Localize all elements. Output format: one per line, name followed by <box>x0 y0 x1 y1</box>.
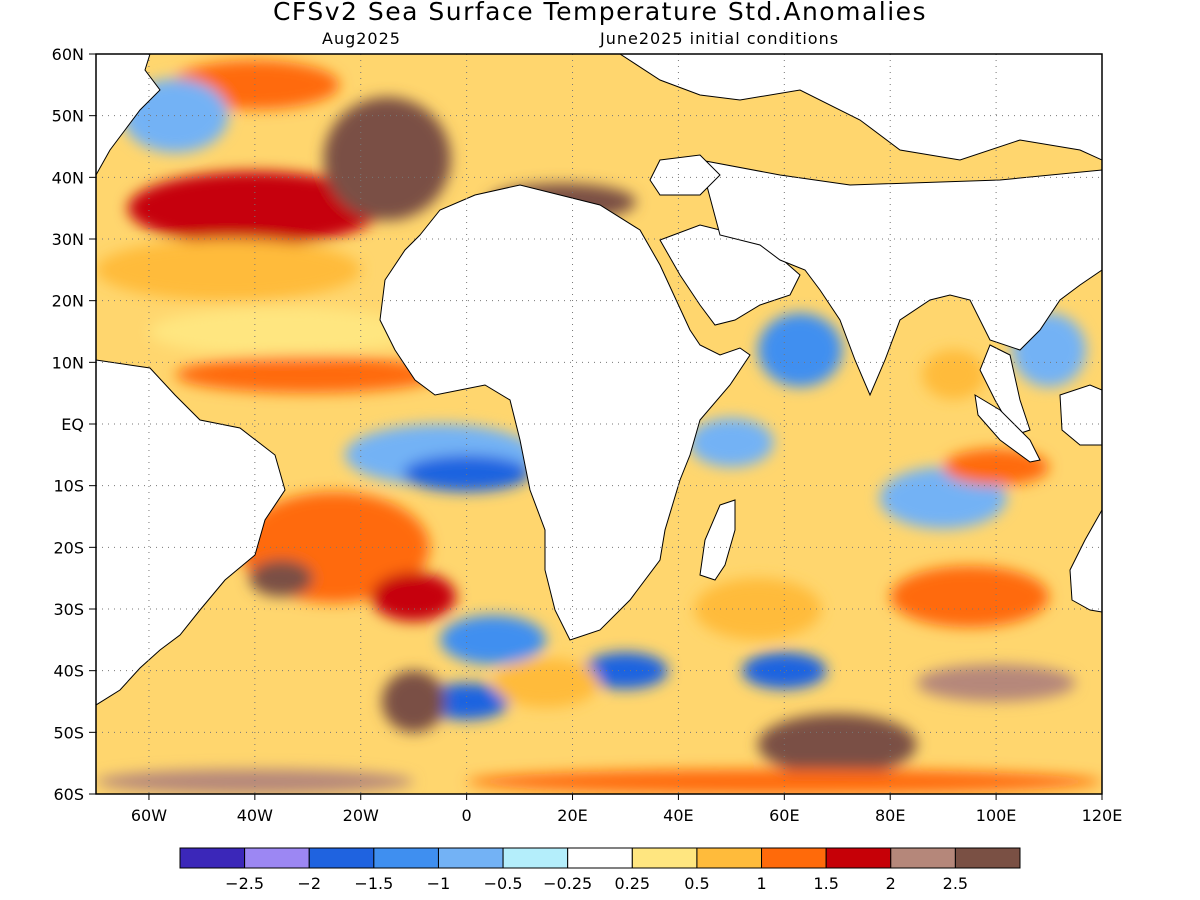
anomaly-patch <box>583 652 668 690</box>
latitude-axis: 60N 50N 40N 30N 20N 10N EQ 10S 20S 30S 40S 50S 60S <box>52 45 96 804</box>
lat-tick-label: 10N <box>52 353 84 372</box>
land-sumatra <box>974 394 1041 463</box>
colorbar-label: 1 <box>756 874 766 893</box>
colorbar-label: −1 <box>427 874 451 893</box>
lon-tick-label: 120E <box>1082 806 1123 825</box>
anomaly-patch <box>943 448 1050 486</box>
lon-tick-label: 60W <box>131 806 167 825</box>
lat-tick-label: 30N <box>52 230 84 249</box>
anomaly-patch <box>96 769 414 794</box>
lat-tick-label: EQ <box>61 415 84 434</box>
lon-tick-label: 40W <box>237 806 273 825</box>
colorbar-label: −1.5 <box>354 874 393 893</box>
anomaly-patch <box>381 670 446 733</box>
colorbar-swatch <box>890 847 956 869</box>
anomaly-patch <box>493 658 599 708</box>
colorbar-swatch <box>954 847 1021 869</box>
lon-tick-label: 100E <box>976 806 1017 825</box>
lat-tick-label: 20S <box>53 538 84 557</box>
lat-tick-label: 60S <box>53 785 84 804</box>
anomaly-patch <box>127 171 382 246</box>
anomaly-patch <box>371 572 457 622</box>
longitude-axis: 60W 40W 20W 0 20E 40E 60E 80E 100E 120E <box>131 794 1122 825</box>
colorbar-swatch <box>308 847 375 869</box>
colorbar-label: 2 <box>886 874 896 893</box>
land-australia <box>1069 508 1102 613</box>
lat-tick-label: 30S <box>53 600 84 619</box>
lat-tick-label: 40N <box>52 168 84 187</box>
colorbar-label: 0.5 <box>684 874 709 893</box>
anomaly-patch <box>890 565 1050 628</box>
land-europe <box>450 54 1102 161</box>
lat-tick-label: 50S <box>53 723 84 742</box>
colorbar-label: −2.5 <box>225 874 264 893</box>
anomaly-patch <box>424 683 509 720</box>
anomaly-patch <box>916 664 1076 702</box>
land-mideast <box>649 154 721 196</box>
colorbar-swatch <box>761 847 827 869</box>
forecast-month: Aug2025 <box>322 29 401 48</box>
lon-tick-label: 40E <box>663 806 693 825</box>
anomaly-patch <box>249 559 314 597</box>
colorbar: −2.5 −2 −1.5 −1 −0.5 −0.25 0.25 0.5 1 1.5 2 2.5 <box>179 847 1021 893</box>
colorbar-label: −2 <box>297 874 321 893</box>
anomaly-patch <box>757 313 843 387</box>
lon-tick-label: 80E <box>875 806 905 825</box>
lon-tick-label: 20E <box>557 806 587 825</box>
land-africa <box>379 184 751 641</box>
anomaly-patch <box>921 350 986 400</box>
lat-tick-label: 50N <box>52 107 84 126</box>
colorbar-swatch <box>567 847 633 869</box>
land-masses <box>96 54 1102 706</box>
anomaly-patch <box>175 356 441 394</box>
colorbar-swatch <box>696 847 763 869</box>
initial-conditions: June2025 initial conditions <box>600 29 840 48</box>
land-north-america <box>96 54 161 177</box>
anomaly-patch <box>694 578 822 640</box>
anomaly-patch <box>466 769 1102 794</box>
lon-tick-label: 20W <box>343 806 379 825</box>
anomaly-patch <box>323 97 451 221</box>
lat-tick-label: 40S <box>53 662 84 681</box>
land-borneo <box>1059 384 1102 446</box>
colorbar-label: 0.25 <box>614 874 650 893</box>
lat-tick-label: 20N <box>52 292 84 311</box>
colorbar-swatch <box>437 847 504 869</box>
anomaly-patch <box>148 306 414 357</box>
colorbar-label: 1.5 <box>813 874 838 893</box>
chart-title: CFSv2 Sea Surface Temperature Std.Anomal… <box>272 0 928 26</box>
colorbar-swatch <box>502 847 569 869</box>
colorbar-label: −0.25 <box>543 874 592 893</box>
anomaly-patch <box>689 417 774 468</box>
colorbar-swatch <box>373 847 439 869</box>
land-south-america <box>96 359 286 706</box>
colorbar-swatch <box>244 847 310 869</box>
colorbar-swatch <box>179 847 246 869</box>
anomaly-patch <box>757 713 917 776</box>
colorbar-swatch <box>631 847 698 869</box>
land-madagascar <box>699 499 736 581</box>
colorbar-label: 2.5 <box>943 874 968 893</box>
lat-tick-label: 10S <box>53 477 84 496</box>
lon-tick-label: 60E <box>769 806 799 825</box>
anomaly-patch <box>440 615 547 665</box>
anomaly-patch <box>96 239 361 301</box>
land-asia <box>699 159 1102 397</box>
lat-tick-label: 60N <box>52 45 84 64</box>
map-area <box>96 54 1102 794</box>
colorbar-swatch <box>825 847 892 869</box>
colorbar-label: −0.5 <box>484 874 523 893</box>
anomaly-field <box>96 60 1102 794</box>
lon-tick-label: 0 <box>462 806 472 825</box>
anomaly-patch <box>741 652 827 690</box>
anomaly-patch <box>403 454 531 492</box>
